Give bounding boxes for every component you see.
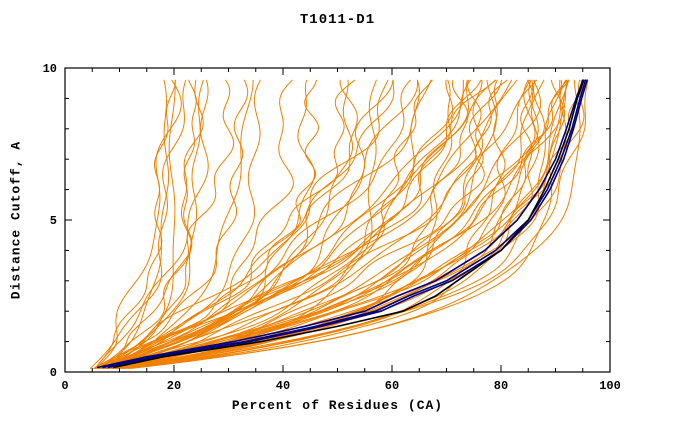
model-curve-orange — [97, 79, 249, 369]
y-tick-label: 5 — [50, 214, 57, 228]
model-curve-orange — [127, 79, 506, 369]
model-curve-orange — [116, 79, 569, 369]
x-tick-label: 0 — [61, 379, 68, 393]
x-tick-label: 40 — [276, 379, 290, 393]
model-curve-orange — [104, 79, 484, 369]
model-curve-orange — [99, 79, 518, 369]
model-curve-orange — [125, 79, 589, 369]
model-curve-orange — [103, 79, 496, 369]
model-curve-orange — [103, 79, 432, 369]
model-curve-orange — [107, 79, 464, 369]
model-curve-navy — [96, 79, 584, 369]
model-curve-orange — [106, 79, 254, 369]
model-curve-orange — [109, 79, 542, 369]
model-curve-orange — [122, 79, 561, 369]
model-curve-navy — [107, 79, 588, 369]
model-curve-orange — [111, 79, 502, 369]
model-curve-orange — [105, 79, 197, 369]
model-curve-orange — [113, 79, 508, 369]
model-curve-orange — [100, 79, 316, 369]
model-curve-orange — [100, 79, 454, 369]
model-curve-orange — [107, 79, 534, 369]
model-curve-orange — [95, 79, 204, 369]
model-curve-orange — [103, 79, 204, 369]
model-curve-orange — [93, 79, 356, 369]
model-curve-orange — [95, 79, 389, 369]
model-curve-orange — [98, 79, 170, 369]
y-tick-label: 0 — [50, 366, 57, 380]
y-tick-label: 10 — [43, 62, 57, 76]
model-curve-orange — [97, 79, 358, 369]
model-curve-orange — [105, 79, 568, 369]
model-curve-orange — [106, 79, 354, 369]
model-curve-orange — [93, 79, 235, 369]
model-curve-black — [113, 79, 585, 369]
model-curve-orange — [103, 79, 567, 369]
model-curve-orange — [106, 79, 569, 369]
x-axis-label: Percent of Residues (CA) — [231, 398, 444, 413]
model-curve-orange — [105, 79, 395, 369]
x-tick-label: 80 — [494, 379, 508, 393]
model-curve-orange — [103, 79, 471, 369]
model-curve-orange — [101, 79, 294, 369]
model-curve-orange — [120, 79, 545, 369]
x-tick-label: 60 — [385, 379, 399, 393]
model-curve-navy — [102, 79, 587, 369]
model-curve-orange — [102, 79, 419, 369]
chart-title: T1011-D1 — [299, 12, 376, 28]
model-curve-orange — [99, 79, 411, 369]
model-curve-orange — [98, 79, 512, 369]
model-curve-orange — [89, 79, 187, 369]
model-curve-orange — [104, 79, 537, 369]
x-tick-label: 100 — [599, 379, 621, 393]
model-curve-orange — [105, 79, 320, 369]
x-tick-label: 20 — [167, 379, 181, 393]
